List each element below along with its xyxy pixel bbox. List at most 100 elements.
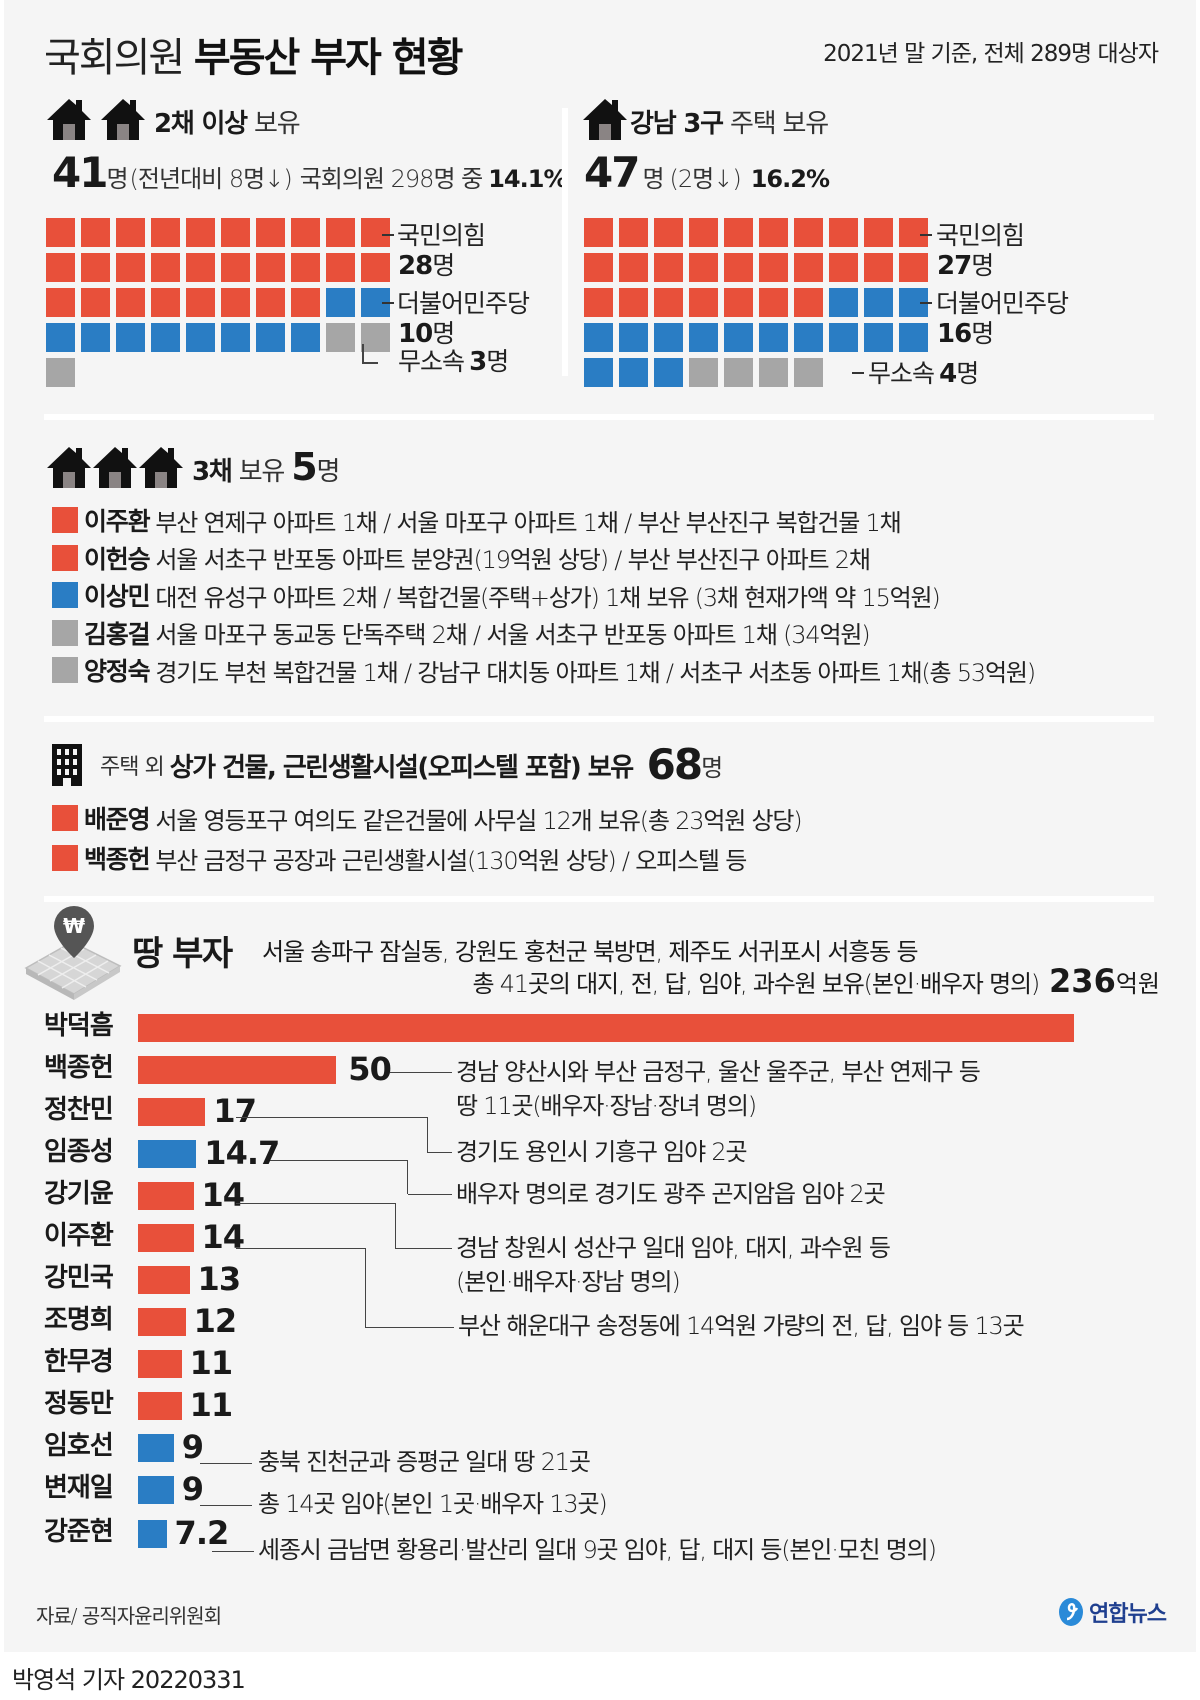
waffle-cell — [689, 218, 718, 247]
note-kang-1: 경남 창원시 성산구 일대 임야, 대지, 과수원 등 — [456, 1234, 891, 1262]
waffle-cell — [186, 288, 215, 317]
bar — [138, 1014, 1074, 1042]
house-icon — [93, 447, 137, 488]
bar-label: 한무경 — [44, 1347, 114, 1377]
land-top-desc-2: 총 41곳의 대지, 전, 답, 임야, 과수원 보유(본인·배우자 명의) 2… — [473, 962, 1161, 1000]
waffle-cell — [151, 288, 180, 317]
waffle-cell — [724, 218, 753, 247]
waffle-cell — [151, 218, 180, 247]
waffle-cell — [864, 218, 893, 247]
land-top-desc-1: 서울 송파구 잠실동, 강원도 홍천군 북방면, 제주도 서귀포시 서흥동 등 — [262, 938, 919, 966]
waffle-cell — [619, 288, 648, 317]
bar — [138, 1434, 174, 1462]
waffle-cell — [81, 218, 110, 247]
waffle-cell — [291, 253, 320, 282]
bar-row: 한무경 11 — [44, 1344, 1154, 1382]
note-kang-2: (본인·배우자·장남 명의) — [456, 1268, 681, 1296]
waffle-cell — [361, 218, 390, 247]
waffle-cell — [151, 253, 180, 282]
land-title: 땅 부자 — [132, 934, 233, 974]
waffle-cell — [256, 288, 285, 317]
two-homes-heading: 2채 이상 보유 — [46, 96, 301, 142]
waffle-cell — [689, 323, 718, 352]
bar — [138, 1266, 190, 1294]
waffle-cell — [619, 358, 648, 387]
waffle-cell — [899, 253, 928, 282]
waffle-cell — [291, 288, 320, 317]
connector — [200, 1505, 252, 1506]
waffle-cell — [689, 253, 718, 282]
waffle-cell — [116, 218, 145, 247]
waffle-cell — [291, 323, 320, 352]
party-color-square — [52, 507, 78, 533]
note-jung: 경기도 용인시 기흥구 임야 2곳 — [456, 1138, 748, 1166]
bar — [138, 1520, 167, 1548]
unit: 명 — [106, 165, 128, 193]
bar-label: 정찬민 — [44, 1095, 114, 1125]
of-total: 국회의원 298명 중 — [299, 165, 484, 193]
unit: 억원 — [1115, 970, 1160, 998]
waffle-cell — [759, 288, 788, 317]
legend-ppp-label: 국민의힘 — [936, 221, 1025, 250]
bar — [138, 1182, 194, 1210]
bar-value: 14.7 — [204, 1134, 280, 1172]
waffle-cell — [864, 253, 893, 282]
party-color-square — [52, 582, 78, 608]
bar-label: 이주환 — [44, 1221, 114, 1251]
waffle-cell — [361, 253, 390, 282]
connector — [366, 1327, 454, 1328]
section-divider — [44, 716, 1154, 722]
land-desc-text: 총 41곳의 대지, 전, 답, 임야, 과수원 보유(본인·배우자 명의) — [472, 970, 1041, 998]
waffle-cell — [619, 253, 648, 282]
member-desc: 서울 영등포구 여의도 같은건물에 사무실 12개 보유(총 23억원 상당) — [155, 806, 802, 835]
waffle-cell — [619, 323, 648, 352]
waffle-cell — [256, 218, 285, 247]
waffle-cell — [584, 218, 613, 247]
yoy-change: (2명↓) — [669, 165, 742, 193]
two-homes-title: 2채 이상 보유 — [154, 109, 301, 139]
waffle-cell — [724, 323, 753, 352]
member-desc: 경기도 부천 복합건물 1채 / 강남구 대치동 아파트 1채 / 서초구 서초… — [155, 658, 1036, 687]
gangnam-heading: 강남 3구 주택 보유 — [582, 96, 829, 142]
waffle-cell — [899, 323, 928, 352]
legend-indep: 무소속 4명 — [868, 359, 979, 389]
section-divider — [44, 896, 1154, 902]
list-item: 양정숙 경기도 부천 복합건물 1채 / 강남구 대치동 아파트 1채 / 서초구… — [52, 652, 1036, 688]
party-color-square — [52, 805, 78, 831]
legend-tick — [382, 234, 394, 236]
bar-value: 9 — [181, 1428, 204, 1466]
house-icon — [139, 447, 183, 488]
connector — [390, 1072, 452, 1073]
page-subtitle: 2021년 말 기준, 전체 289명 대상자 — [823, 41, 1159, 67]
waffle-chart-two-homes — [46, 218, 390, 387]
waffle-cell — [46, 358, 75, 387]
party-color-square — [52, 544, 78, 571]
waffle-cell — [256, 253, 285, 282]
waffle-cell — [899, 218, 928, 247]
connector — [408, 1194, 452, 1195]
note-baek-1: 경남 양산시와 부산 금정구, 울산 울주군, 부산 연제구 등 — [456, 1058, 981, 1086]
land-map-pin-icon: ₩ — [24, 906, 122, 1000]
waffle-cell — [186, 253, 215, 282]
list-item: 이주환 부산 연제구 아파트 1채 / 서울 마포구 아파트 1채 / 부산 부산… — [52, 502, 902, 538]
waffle-cell — [689, 358, 718, 387]
legend-tick — [382, 302, 394, 304]
gangnam-count: 47 — [584, 148, 640, 197]
three-homes-title: 3채 보유 5명 — [192, 445, 340, 489]
commercial-prefix: 주택 외 — [100, 755, 165, 780]
waffle-cell — [116, 323, 145, 352]
member-name: 이주환 — [84, 507, 151, 536]
column-divider — [562, 108, 568, 376]
waffle-cell — [584, 253, 613, 282]
legend-ppp-label: 국민의힘 — [397, 221, 486, 250]
bar-label: 임종성 — [44, 1137, 114, 1167]
waffle-cell — [584, 288, 613, 317]
two-homes-count: 41 — [52, 148, 108, 197]
bar-value: 9 — [181, 1470, 204, 1508]
house-icon — [47, 99, 91, 140]
yonhap-logo-icon — [1059, 1598, 1084, 1626]
commercial-count: 68 — [646, 740, 703, 789]
member-desc: 대전 유성구 아파트 2채 / 복합건물(주택+상가) 1채 보유 (3채 현재… — [155, 583, 940, 612]
bar-label: 조명희 — [44, 1305, 114, 1335]
waffle-cell — [654, 218, 683, 247]
